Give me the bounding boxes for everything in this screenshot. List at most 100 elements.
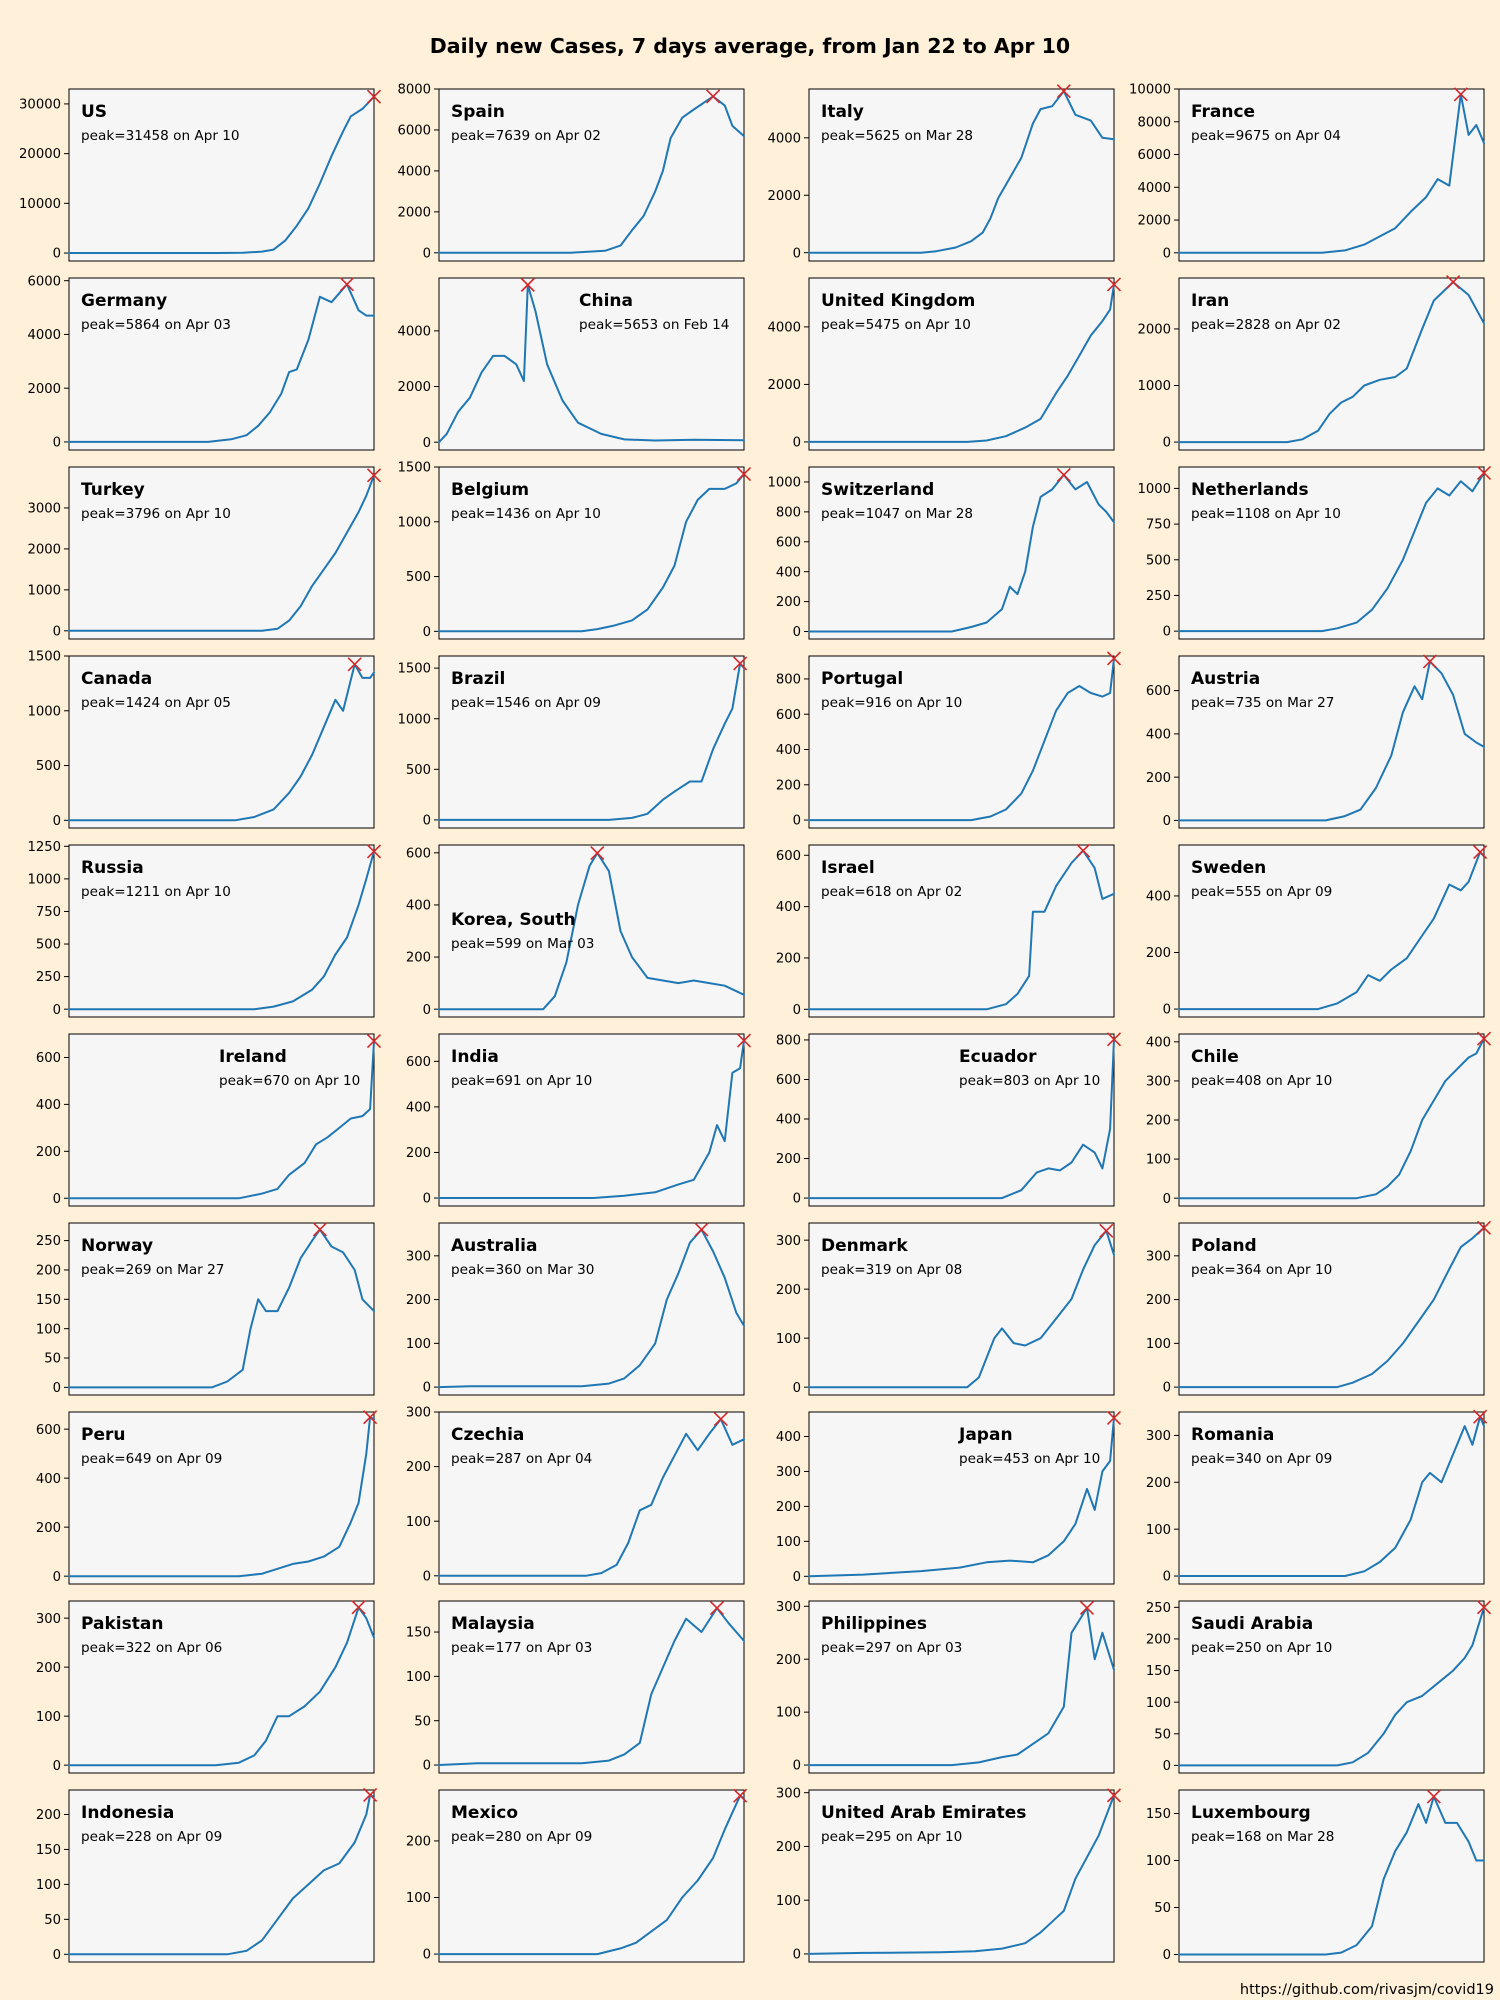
peak-annotation: peak=9675 on Apr 04 [1191,128,1341,144]
series-line-chile [1178,1037,1485,1200]
panel-frame [1178,88,1485,262]
country-name: Malaysia [451,1614,535,1634]
panel-frame [68,1033,375,1207]
y-tick-label: 0 [53,1192,61,1207]
y-tick-label: 1500 [397,461,431,476]
country-name: Korea, South [451,910,576,930]
series-line-korea-south [438,852,745,1011]
panel-frame [1178,1411,1485,1585]
peak-annotation: peak=297 on Apr 03 [821,1640,962,1656]
panel-frame [1178,1222,1485,1396]
country-name: Brazil [451,669,505,689]
y-tick-label: 250 [36,1234,61,1249]
panel-frame [438,1789,745,1963]
y-tick-label: 600 [406,846,431,861]
country-name: Switzerland [821,480,934,500]
country-name: Austria [1191,669,1260,689]
y-tick-label: 0 [53,1003,61,1018]
panel-ireland: 0 200 400 600 Ireland peak=670 on Apr 10 [36,1033,382,1207]
series-line-austria [1178,660,1485,822]
y-tick-label: 300 [406,1406,431,1421]
y-tick-label: 0 [1163,1003,1171,1018]
peak-marker [709,1601,725,1616]
panel-frame [808,1411,1115,1585]
peak-marker [339,277,355,292]
panel-canada: 0 500 1000 1500 Canada peak=1424 on Apr 05 [27,650,375,829]
y-tick-label: 100 [1146,1337,1171,1352]
peak-marker [366,844,382,859]
panel-frame [438,1222,745,1396]
panel-malaysia: 0 50 100 150 Malaysia peak=177 on Apr 03 [406,1600,745,1774]
y-tick-label: 0 [1163,1381,1171,1396]
y-tick-label: 100 [1146,1523,1171,1538]
series-line-luxembourg [1178,1795,1485,1956]
panel-ecuador: 0 200 400 600 800 Ecuador peak=803 on Apr 10 [776,1032,1122,1207]
series-line-us [68,95,375,254]
y-tick-label: 100 [1146,1696,1171,1711]
panel-czechia: 0 100 200 300 Czechia peak=287 on Apr 04 [406,1406,745,1585]
country-name: Ecuador [959,1047,1037,1067]
y-tick-label: 0 [793,1003,801,1018]
country-name: Mexico [451,1803,518,1823]
y-tick-label: 0 [423,814,431,829]
country-name: Japan [958,1425,1013,1445]
y-tick-label: 2000 [1137,323,1171,338]
y-tick-label: 200 [1146,1633,1171,1648]
series-line-spain [438,95,745,254]
country-name: United Arab Emirates [821,1803,1026,1823]
y-tick-label: 0 [423,436,431,451]
panel-frame [808,844,1115,1018]
y-tick-label: 0 [1163,246,1171,261]
panel-frame [1178,1789,1485,1963]
y-tick-label: 0 [53,624,61,639]
y-tick-label: 400 [406,899,431,914]
y-tick-label: 0 [1163,1948,1171,1963]
y-tick-label: 100 [776,1535,801,1550]
country-name: Turkey [81,480,145,500]
country-name: France [1191,102,1255,122]
peak-annotation: peak=250 on Apr 10 [1191,1640,1332,1656]
y-tick-label: 0 [1163,1192,1171,1207]
panel-frame [68,844,375,1018]
series-line-mexico [438,1794,745,1956]
panel-luxembourg: 0 50 100 150 Luxembourg peak=168 on Mar 28 [1146,1789,1485,1963]
series-line-india [438,1039,745,1199]
y-tick-label: 300 [776,1600,801,1615]
peak-annotation: peak=803 on Apr 10 [959,1073,1100,1089]
series-line-peru [68,1416,375,1578]
peak-marker [713,1412,728,1427]
y-tick-label: 400 [776,1113,801,1128]
panel-denmark: 0 100 200 300 Denmark peak=319 on Apr 08 [776,1222,1115,1396]
y-tick-label: 600 [776,708,801,723]
peak-marker [312,1222,328,1237]
panel-israel: 0 200 400 600 Israel peak=618 on Apr 02 [776,843,1115,1018]
y-tick-label: 0 [793,1948,801,1963]
y-tick-label: 4000 [767,131,801,146]
y-tick-label: 0 [423,1948,431,1963]
y-tick-label: 400 [36,1098,61,1113]
y-tick-label: 0 [53,1948,61,1963]
y-tick-label: 200 [406,1293,431,1308]
peak-annotation: peak=453 on Apr 10 [959,1451,1100,1467]
panel-japan: 0 100 200 300 400 Japan peak=453 on Apr 10 [776,1410,1122,1585]
peak-annotation: peak=1436 on Apr 10 [451,506,601,522]
panel-frame [438,1600,745,1774]
y-tick-label: 4000 [397,324,431,339]
y-tick-label: 400 [776,565,801,580]
y-tick-label: 0 [53,436,61,451]
y-tick-label: 100 [36,1322,61,1337]
y-tick-label: 600 [36,1423,61,1438]
peak-marker [1453,87,1468,102]
panel-saudi-arabia: 0 50 100 150 200 250 Saudi Arabia peak=250 on A… [1146,1600,1492,1774]
peak-annotation: peak=228 on Apr 09 [81,1829,222,1845]
peak-annotation: peak=5625 on Mar 28 [821,128,973,144]
panel-brazil: 0 500 1000 1500 Brazil peak=1546 on Apr 09 [397,655,748,829]
panel-poland: 0 100 200 300 Poland peak=364 on Apr 10 [1146,1220,1492,1396]
peak-marker [1079,1600,1095,1615]
panel-iran: 0 1000 2000 Iran peak=2828 on Apr 02 [1137,275,1485,451]
y-tick-label: 2000 [397,205,431,220]
panel-frame [68,277,375,451]
country-name: Portugal [821,669,903,689]
peak-marker [1422,654,1438,669]
y-tick-label: 4000 [767,320,801,335]
